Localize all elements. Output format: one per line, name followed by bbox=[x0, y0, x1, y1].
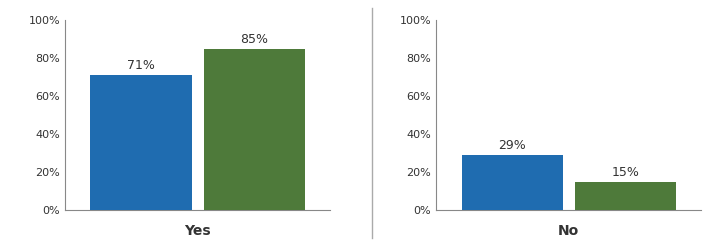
Text: 29%: 29% bbox=[498, 139, 526, 152]
Bar bbox=[575, 182, 676, 210]
Bar bbox=[204, 48, 305, 210]
Text: 15%: 15% bbox=[612, 166, 639, 179]
Bar bbox=[461, 155, 562, 210]
Text: 71%: 71% bbox=[127, 59, 155, 72]
Bar bbox=[90, 75, 192, 210]
Text: 85%: 85% bbox=[240, 33, 268, 46]
